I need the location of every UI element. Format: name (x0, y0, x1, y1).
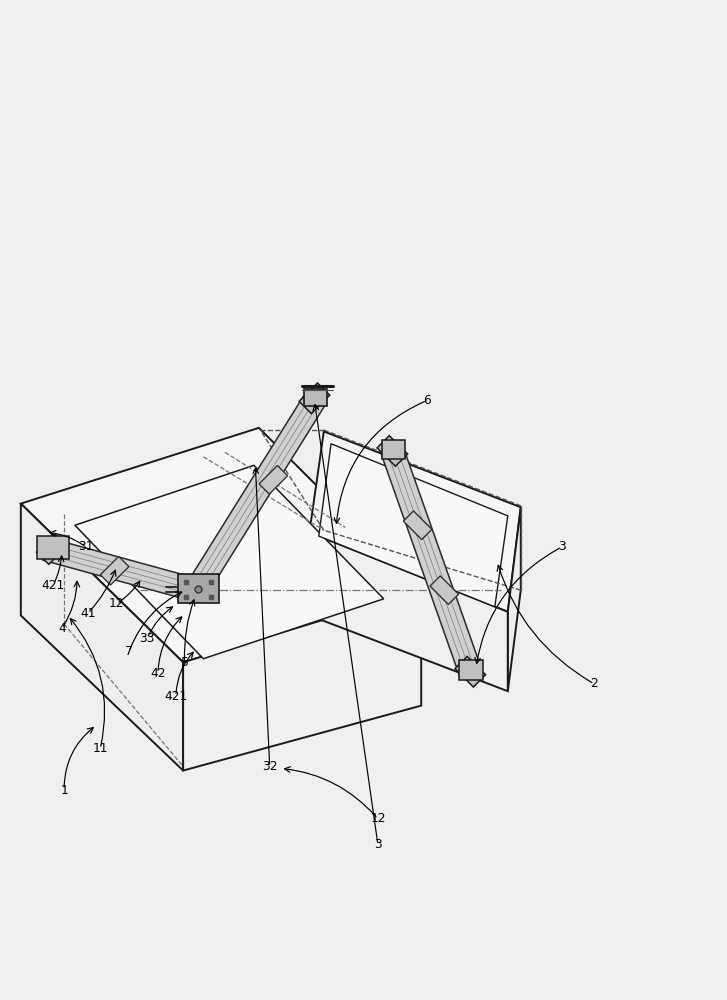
Text: 421: 421 (41, 579, 65, 592)
Polygon shape (100, 556, 129, 585)
Text: 421: 421 (164, 690, 188, 703)
Text: 3: 3 (558, 540, 566, 553)
Polygon shape (178, 574, 220, 603)
Polygon shape (382, 447, 481, 676)
Text: 12: 12 (109, 597, 124, 610)
Text: 41: 41 (80, 607, 96, 620)
Polygon shape (75, 465, 384, 659)
Polygon shape (299, 383, 330, 414)
Text: 5: 5 (180, 656, 188, 669)
Polygon shape (37, 536, 69, 559)
Polygon shape (21, 428, 421, 662)
Polygon shape (318, 444, 507, 607)
Text: 3: 3 (374, 838, 382, 851)
Polygon shape (459, 660, 483, 680)
Polygon shape (507, 507, 521, 691)
Text: 33: 33 (140, 632, 155, 645)
Text: 11: 11 (92, 742, 108, 755)
Polygon shape (310, 532, 507, 691)
Text: 31: 31 (78, 540, 94, 553)
Text: 6: 6 (423, 394, 431, 407)
Polygon shape (43, 538, 199, 601)
Polygon shape (21, 504, 183, 771)
Text: 7: 7 (125, 645, 133, 658)
Text: 12: 12 (370, 812, 386, 825)
Text: 4: 4 (58, 622, 66, 635)
Text: 42: 42 (150, 667, 166, 680)
Text: 32: 32 (262, 760, 278, 773)
Polygon shape (382, 440, 406, 459)
Polygon shape (377, 436, 408, 466)
Polygon shape (183, 590, 421, 771)
Polygon shape (186, 394, 324, 596)
Text: 1: 1 (60, 784, 68, 797)
Polygon shape (403, 511, 432, 540)
Polygon shape (455, 656, 486, 687)
Polygon shape (430, 576, 459, 604)
Polygon shape (305, 389, 327, 406)
Polygon shape (310, 431, 521, 612)
Polygon shape (36, 534, 67, 564)
Polygon shape (259, 466, 288, 494)
Text: 2: 2 (590, 677, 598, 690)
